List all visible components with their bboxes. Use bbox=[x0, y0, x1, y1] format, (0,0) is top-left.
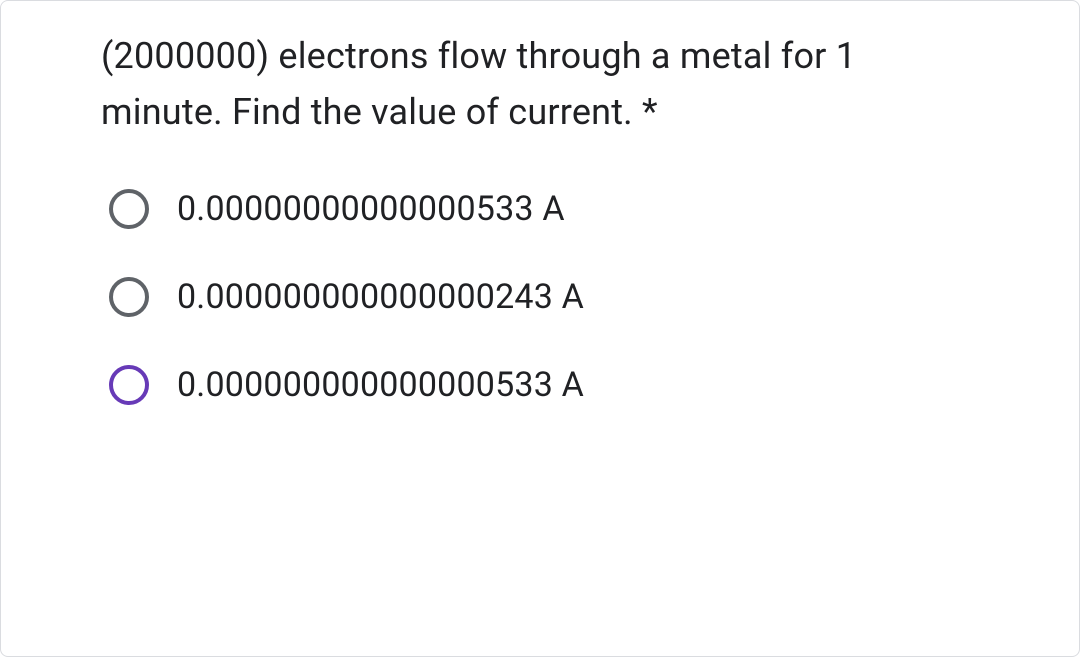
option-label: 0.000000000000000533 A bbox=[177, 365, 584, 405]
option-label: 0.00000000000000533 A bbox=[177, 189, 565, 229]
option-label: 0.000000000000000243 A bbox=[177, 277, 584, 317]
option-3[interactable]: 0.000000000000000533 A bbox=[109, 365, 979, 405]
radio-icon bbox=[109, 189, 149, 229]
option-2[interactable]: 0.000000000000000243 A bbox=[109, 277, 979, 317]
question-card: (2000000) electrons flow through a metal… bbox=[0, 0, 1080, 657]
radio-icon bbox=[109, 277, 149, 317]
options-group: 0.00000000000000533 A 0.0000000000000002… bbox=[101, 189, 979, 405]
radio-icon bbox=[109, 365, 149, 405]
required-marker: * bbox=[642, 91, 658, 133]
question-text: (2000000) electrons flow through a metal… bbox=[101, 29, 979, 141]
option-1[interactable]: 0.00000000000000533 A bbox=[109, 189, 979, 229]
question-body: (2000000) electrons flow through a metal… bbox=[101, 35, 856, 133]
